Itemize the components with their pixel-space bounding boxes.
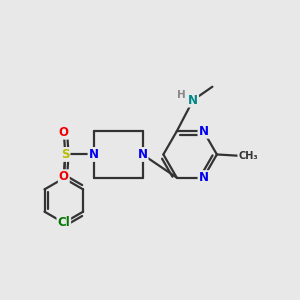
Text: H: H [177, 90, 186, 100]
Text: N: N [138, 148, 148, 161]
Text: N: N [188, 94, 198, 106]
Text: O: O [59, 170, 69, 183]
Text: Cl: Cl [57, 216, 70, 229]
Text: N: N [199, 125, 208, 138]
Text: S: S [61, 148, 70, 161]
Text: N: N [88, 148, 98, 161]
Text: N: N [199, 171, 208, 184]
Text: CH₃: CH₃ [238, 151, 258, 161]
Text: O: O [59, 126, 69, 139]
